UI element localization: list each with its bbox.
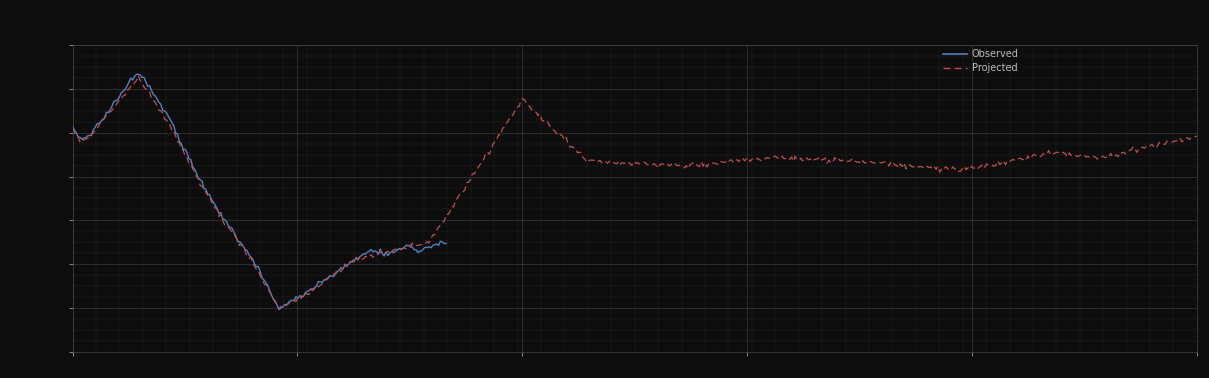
Legend: Observed, Projected: Observed, Projected [939, 45, 1023, 77]
